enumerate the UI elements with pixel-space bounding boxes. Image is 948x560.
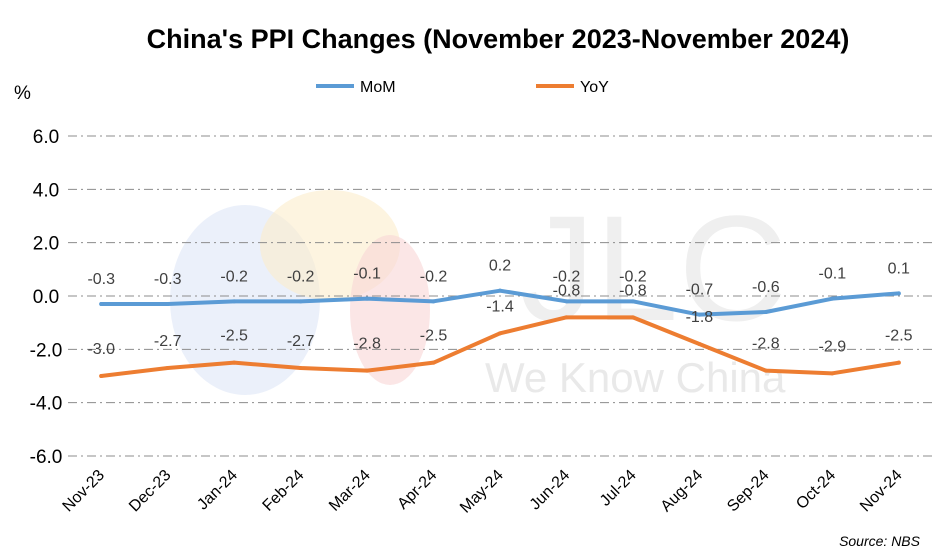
y-tick-labels: -6.0 -4.0 -2.0 0.0 2.0 4.0 6.0 xyxy=(30,127,63,468)
x-tick-label: Mar-24 xyxy=(326,467,374,515)
x-tick-labels: Nov-23 Dec-23 Jan-24 Feb-24 Mar-24 Apr-24 May-… xyxy=(60,467,906,517)
data-point-mom xyxy=(830,296,835,301)
data-label-yoy: -3.0 xyxy=(87,341,115,358)
data-point-mom xyxy=(99,302,104,306)
data-label-yoy: -2.5 xyxy=(885,328,913,345)
data-label-yoy: -2.5 xyxy=(420,328,448,345)
data-label-mom: -0.2 xyxy=(420,268,448,285)
x-tick-label: Nov-23 xyxy=(60,467,109,516)
data-point-yoy xyxy=(564,315,569,320)
data-label-yoy: -0.8 xyxy=(619,282,647,299)
x-tick-label: Jun-24 xyxy=(527,467,574,514)
y-axis-label: % xyxy=(14,83,31,104)
y-tick-label: -4.0 xyxy=(30,394,63,415)
data-point-yoy xyxy=(298,366,303,370)
data-point-yoy xyxy=(830,371,835,376)
series-lines xyxy=(99,288,901,378)
data-label-yoy: -1.8 xyxy=(686,309,714,326)
data-point-mom xyxy=(630,299,635,304)
y-tick-label: 6.0 xyxy=(33,127,59,148)
data-point-mom xyxy=(896,291,901,296)
data-labels: -0.3 -0.3 -0.2 -0.2 -0.1 -0.2 0.2 -0.2 -0.2 -0.7 -… xyxy=(87,258,912,358)
data-label-mom: -0.2 xyxy=(287,268,315,285)
y-tick-label: -6.0 xyxy=(30,447,63,468)
data-label-mom: -0.1 xyxy=(819,266,847,283)
data-point-yoy xyxy=(165,366,170,370)
data-point-mom xyxy=(697,312,702,317)
watermark-tagline: We Know China xyxy=(485,354,786,401)
legend: MoM YoY xyxy=(316,79,609,96)
data-label-yoy: -2.7 xyxy=(287,333,315,350)
data-label-mom: -0.1 xyxy=(353,266,381,283)
data-point-mom xyxy=(564,299,569,304)
data-label-mom: 0.2 xyxy=(489,258,511,275)
legend-label-mom: MoM xyxy=(360,79,396,96)
x-tick-label: Nov-24 xyxy=(857,467,906,516)
data-label-mom: -0.2 xyxy=(553,268,581,285)
data-label-mom: -0.2 xyxy=(220,268,248,285)
data-point-mom xyxy=(431,299,436,304)
data-point-yoy xyxy=(365,368,370,373)
watermark: JLC We Know China xyxy=(170,184,787,401)
x-tick-label: Aug-24 xyxy=(658,467,707,516)
data-point-mom xyxy=(232,299,237,304)
y-tick-label: -2.0 xyxy=(30,340,63,361)
chart-title: China's PPI Changes (November 2023-Novem… xyxy=(147,24,850,54)
x-tick-label: Sep-24 xyxy=(724,467,773,516)
data-point-yoy xyxy=(232,360,237,365)
data-point-mom xyxy=(298,299,303,304)
y-tick-label: 4.0 xyxy=(33,180,59,201)
x-tick-label: Dec-23 xyxy=(126,467,175,516)
data-label-mom: -0.3 xyxy=(87,271,115,288)
data-label-mom: 0.1 xyxy=(888,260,910,277)
data-point-yoy xyxy=(697,342,702,346)
x-tick-label: May-24 xyxy=(457,467,507,517)
data-label-yoy: -0.8 xyxy=(553,282,581,299)
data-point-yoy xyxy=(763,368,768,373)
x-tick-label: Jan-24 xyxy=(194,467,241,514)
data-point-yoy xyxy=(498,331,502,336)
x-tick-label: Oct-24 xyxy=(793,467,839,513)
data-point-yoy xyxy=(431,360,436,365)
data-label-yoy: -2.7 xyxy=(154,333,182,350)
data-label-yoy: -2.5 xyxy=(220,328,248,345)
data-label-mom: -0.6 xyxy=(752,279,780,296)
data-label-yoy: -2.8 xyxy=(353,336,381,353)
data-label-yoy: -1.4 xyxy=(486,298,514,315)
gridlines xyxy=(68,135,932,457)
x-tick-label: Jul-24 xyxy=(597,467,640,510)
source-note: Source: NBS xyxy=(839,533,921,549)
data-point-mom xyxy=(763,310,768,314)
y-tick-label: 2.0 xyxy=(33,234,59,255)
legend-label-yoy: YoY xyxy=(580,79,609,96)
data-point-yoy xyxy=(630,315,635,320)
data-point-mom xyxy=(498,288,502,293)
watermark-logo-red-petal xyxy=(350,235,430,385)
data-label-mom: -0.7 xyxy=(686,282,714,299)
data-point-mom xyxy=(165,302,170,306)
data-point-mom xyxy=(365,296,370,301)
data-label-mom: -0.3 xyxy=(154,271,182,288)
x-tick-label: Apr-24 xyxy=(394,467,440,513)
data-label-yoy: -2.8 xyxy=(752,336,780,353)
data-point-yoy xyxy=(896,360,901,365)
x-tick-label: Feb-24 xyxy=(260,467,308,515)
data-label-mom: -0.2 xyxy=(619,268,647,285)
data-label-yoy: -2.9 xyxy=(819,338,847,355)
y-tick-label: 0.0 xyxy=(33,287,59,308)
data-point-yoy xyxy=(99,374,104,378)
